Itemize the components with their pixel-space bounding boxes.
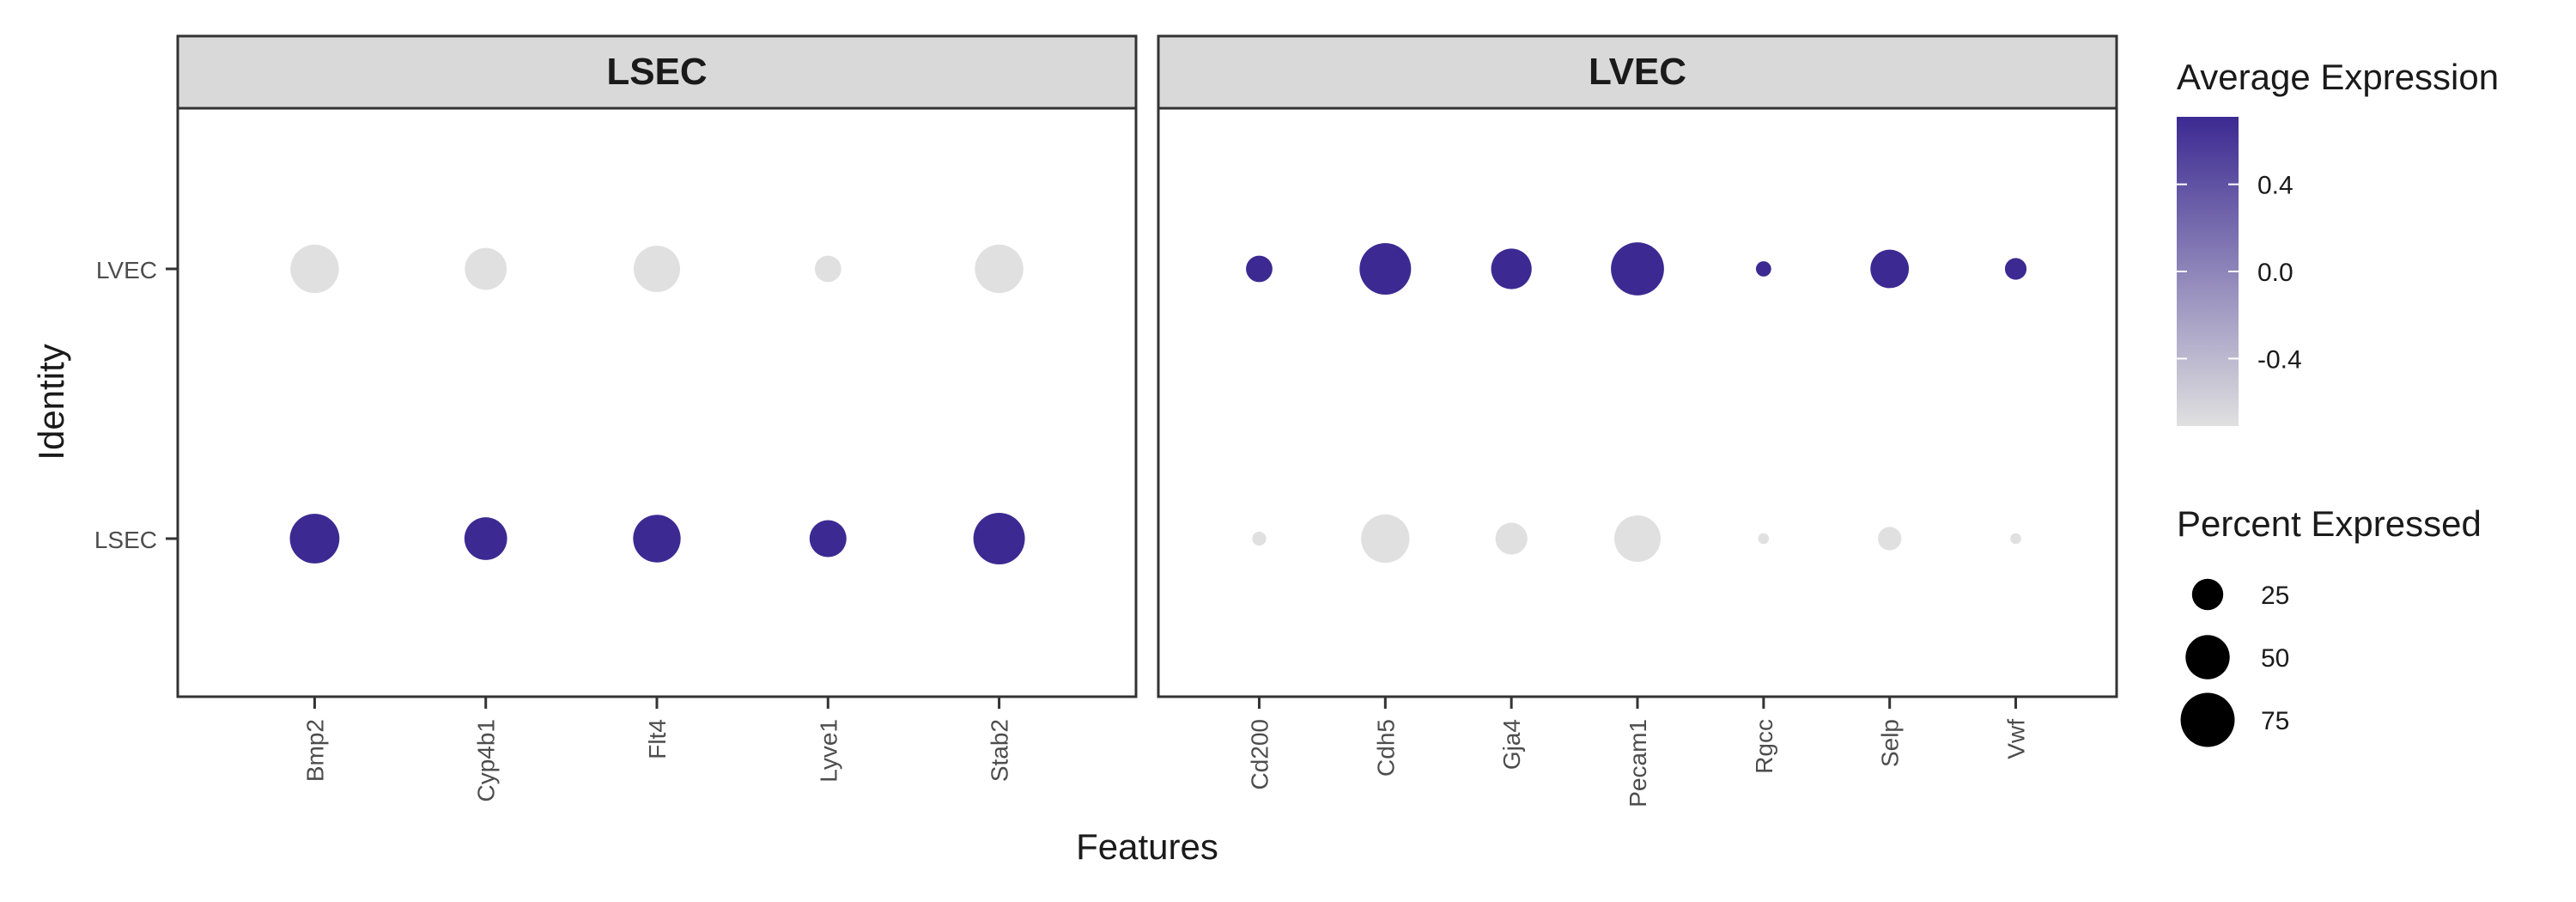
dot-point [464,517,507,560]
x-tick-label: Flt4 [644,719,671,759]
facet-panel-lsec: LSEC Bmp2 Cyp4b1 Flt4 Lyve1 Stab2 [176,34,1138,802]
dot-point [1611,242,1664,296]
y-tick-label: LVEC [96,257,157,283]
x-tick-label: Stab2 [987,719,1013,782]
x-tick-label: Lyve1 [815,719,841,783]
dot-point [633,515,681,563]
dot-point [2004,258,2027,280]
size-legend-items: 25 50 75 [2180,578,2289,747]
dot-point [1491,248,1532,289]
color-legend-title: Average Expression [2177,57,2499,97]
y-axis-title: Identity [31,344,71,460]
dot-point [1614,515,1661,562]
color-legend: Average Expression 0.4 0.0 -0.4 [2177,57,2499,426]
color-legend-label: 0.4 [2257,172,2293,200]
dot-point [289,514,340,564]
dot-point [1758,533,1770,545]
dot-point [1252,531,1267,546]
x-axis-ticks-lsec: Bmp2 Cyp4b1 Flt4 Lyve1 Stab2 [301,697,1013,802]
dot-point [1878,527,1902,551]
size-legend-dot [2191,578,2224,611]
facet-panel-lvec: LVEC Cd200 Cdh5 Gja4 Pecam1 Rgcc Selp Vwf [1157,34,2118,808]
x-tick-label: Pecam1 [1625,719,1651,808]
size-legend-label: 75 [2261,707,2289,735]
x-tick-label: Cd200 [1246,719,1273,790]
dot-point [1359,243,1412,295]
panel-border-lvec [1157,107,2118,698]
size-legend: Percent Expressed 25 50 75 [2177,503,2482,747]
dot-point [634,246,680,292]
dot-point [2010,533,2021,545]
color-legend-label: -0.4 [2257,345,2302,374]
y-axis: LVEC LSEC [94,257,178,553]
dot-point [290,244,339,294]
dot-point [975,244,1024,294]
color-legend-ticks: 0.4 0.0 -0.4 [2177,172,2302,374]
color-legend-label: 0.0 [2257,259,2293,287]
dot-point [809,520,847,558]
size-legend-label: 50 [2261,644,2289,673]
strip-background-lvec [1157,34,2118,110]
dot-point [1870,249,1910,289]
size-legend-title: Percent Expressed [2177,503,2482,544]
strip-background-lsec [176,34,1138,110]
dot-point [1246,255,1273,283]
dot-point [465,247,507,290]
x-tick-label: Cdh5 [1372,719,1399,777]
panel-border-lsec [176,107,1138,698]
dots-lsec [289,244,1025,564]
dot-point [1361,514,1410,564]
dot-point [1755,261,1771,277]
dot-point [814,255,841,283]
size-legend-label: 25 [2261,582,2289,610]
x-axis-ticks-lvec: Cd200 Cdh5 Gja4 Pecam1 Rgcc Selp Vwf [1246,697,2030,808]
size-legend-dot [2185,635,2230,680]
strip-title-lvec: LVEC [1589,51,1686,93]
dot-point [1495,522,1528,555]
x-tick-label: Vwf [2003,719,2030,759]
y-tick-label: LSEC [94,527,157,553]
strip-title-lsec: LSEC [606,51,707,93]
x-tick-label: Selp [1877,719,1904,767]
size-legend-dot [2180,692,2235,747]
x-tick-label: Bmp2 [301,719,328,782]
x-tick-label: Gja4 [1498,719,1525,770]
dots-lvec [1246,242,2027,564]
x-tick-label: Cyp4b1 [473,719,500,802]
x-tick-label: Rgcc [1751,719,1777,774]
dot-point [973,513,1025,564]
x-axis-title: Features [1076,826,1218,867]
